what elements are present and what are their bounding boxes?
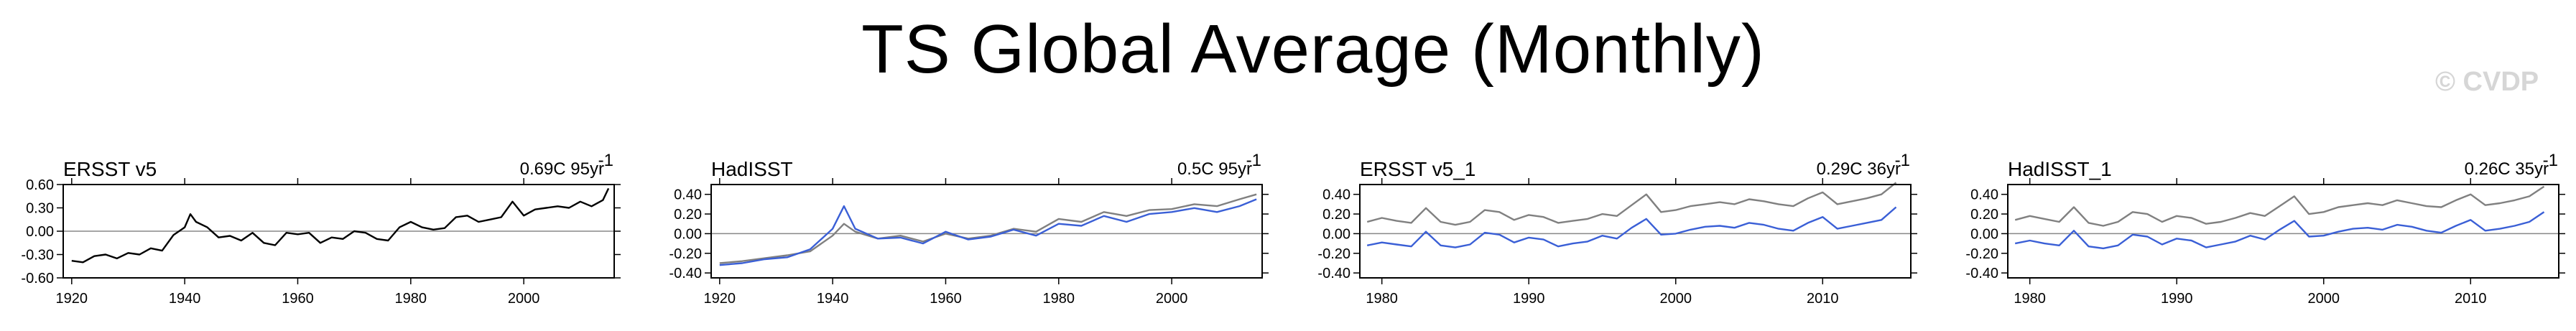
trend-exponent: -1: [2543, 151, 2558, 170]
series-line-2: [1366, 206, 1897, 248]
panel-title: ERSST v5_1: [1360, 158, 1475, 180]
y-tick-label: -0.20: [1317, 246, 1350, 262]
y-tick-label: 0.40: [1322, 187, 1350, 203]
panel-title: ERSST v5: [63, 158, 157, 180]
x-tick-label: 2000: [508, 291, 540, 307]
cvdp-credit-watermark: © CVDP: [2435, 67, 2539, 97]
x-tick-label: 2000: [2307, 291, 2340, 307]
x-tick-label: 2000: [1659, 291, 1692, 307]
x-tick-label: 1960: [930, 291, 962, 307]
y-tick-label: 0.20: [674, 207, 702, 223]
chart-panel-3: ERSST v5_1 0.29C 36yr-1 -0.40 -0.20 0.00 0.20…: [1317, 151, 1917, 307]
y-tick-label: -0.30: [21, 248, 54, 264]
series-line-2: [719, 198, 1257, 266]
y-tick-label: -0.20: [669, 246, 702, 262]
x-tick-label: 1980: [1366, 291, 1398, 307]
y-tick-label: 0.20: [1322, 207, 1350, 223]
panel-title: HadISST: [711, 158, 793, 180]
x-tick-label: 1980: [395, 291, 427, 307]
x-tick-label: 1940: [169, 291, 201, 307]
trend-label: 0.29C 36yr: [1817, 159, 1901, 179]
trend-exponent: -1: [1895, 151, 1910, 170]
chart-panel-1: ERSST v5 0.69C 95yr-1 -0.60 -0.30 0.00 0.30 0.…: [21, 151, 621, 307]
series-line-1: [1366, 182, 1897, 226]
x-tick-label: 2000: [1156, 291, 1188, 307]
y-tick-label: 0.00: [1322, 226, 1350, 242]
x-tick-label: 1920: [56, 291, 88, 307]
y-tick-label: 0.20: [1970, 207, 1998, 223]
plot-frame: [1359, 184, 1912, 279]
trend-label: 0.69C 95yr: [520, 159, 604, 179]
panel-title: HadISST_1: [2008, 158, 2112, 180]
figure-title: TS Global Average (Monthly): [861, 11, 1765, 88]
y-tick-label: 0.00: [26, 224, 54, 240]
y-tick-label: -0.20: [1965, 246, 1998, 262]
y-tick-label: 0.60: [26, 177, 54, 193]
y-tick-label: 0.00: [1970, 226, 1998, 242]
y-tick-label: -0.40: [1965, 266, 1998, 281]
y-tick-label: -0.40: [669, 266, 702, 281]
x-tick-label: 1990: [2161, 291, 2193, 307]
x-tick-label: 1940: [817, 291, 849, 307]
trend-label: 0.5C 95yr: [1177, 159, 1252, 179]
x-tick-label: 1990: [1513, 291, 1545, 307]
y-tick-label: 0.30: [26, 201, 54, 217]
chart-panel-4: HadISST_1 0.26C 35yr-1 -0.40 -0.20 0.00 0.20 0…: [1965, 151, 2565, 307]
trend-exponent: -1: [598, 151, 613, 170]
x-tick-label: 2010: [2455, 291, 2487, 307]
trend-exponent: -1: [1246, 151, 1261, 170]
x-tick-label: 1980: [1043, 291, 1075, 307]
y-tick-label: 0.00: [674, 226, 702, 242]
x-tick-label: 1980: [2014, 291, 2046, 307]
x-tick-label: 1920: [704, 291, 736, 307]
series-line-1: [71, 187, 610, 264]
x-tick-label: 1960: [282, 291, 314, 307]
y-tick-label: 0.40: [1970, 187, 1998, 203]
plot-frame: [710, 184, 1263, 279]
y-tick-label: -0.40: [1317, 266, 1350, 281]
y-tick-label: -0.60: [21, 271, 54, 286]
plot-frame: [2007, 184, 2559, 279]
series-line-1: [719, 193, 1257, 264]
series-line-1: [2014, 185, 2545, 227]
series-line-2: [2014, 211, 2545, 250]
x-tick-label: 2010: [1807, 291, 1839, 307]
y-tick-label: 0.40: [674, 187, 702, 203]
chart-panel-2: HadISST 0.5C 95yr-1 -0.40 -0.20 0.00 0.20 0.40…: [669, 151, 1269, 307]
trend-label: 0.26C 35yr: [2465, 159, 2549, 179]
